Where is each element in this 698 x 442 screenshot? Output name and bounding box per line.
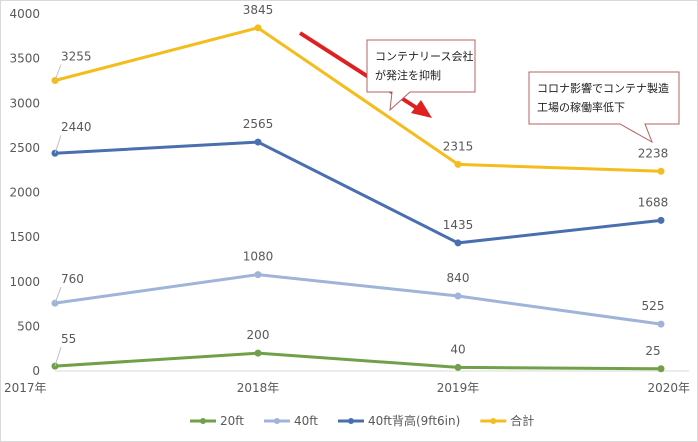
leader-line: [54, 64, 62, 81]
x-tick-label: 2020年: [647, 381, 690, 395]
series-line-合計: [54, 26, 662, 173]
leader-line: [54, 286, 62, 304]
legend-label: 40ft背高(9ft6in): [368, 413, 460, 428]
y-tick-label: 3500: [9, 52, 40, 66]
legend-marker: [200, 418, 206, 424]
legend-marker: [490, 418, 497, 424]
x-tick-label: 2018年: [237, 381, 280, 395]
y-tick-label: 0: [32, 364, 40, 378]
data-label: 3845: [243, 3, 274, 17]
data-label: 40: [450, 342, 465, 356]
leader-line: [54, 346, 62, 367]
callout-text: コロナ影響でコンテナ製造: [537, 81, 669, 95]
series-line-20ft: [54, 351, 662, 371]
legend-label: 40ft: [294, 414, 318, 428]
data-label: 55: [61, 332, 76, 346]
data-label: 2440: [61, 120, 92, 134]
legend-label: 合計: [510, 413, 534, 428]
data-label: 2238: [638, 146, 669, 160]
y-tick-label: 1500: [9, 230, 40, 244]
trend-arrowhead: [411, 100, 432, 118]
data-label: 2565: [243, 117, 274, 131]
series-line-40ft: [54, 273, 662, 326]
data-label: 525: [642, 299, 665, 313]
series-line-40ft背高(9ft6in): [54, 140, 662, 245]
data-point: [454, 239, 462, 247]
callout-box: [528, 71, 680, 144]
data-point: [254, 138, 262, 146]
callout-text: 工場の稼働率低下: [537, 100, 625, 114]
x-tick-label: 2019年: [437, 381, 480, 395]
data-label: 1688: [638, 195, 669, 209]
data-point: [254, 349, 262, 357]
data-point: [657, 167, 665, 175]
leader-line: [54, 135, 62, 154]
legend-marker: [348, 418, 354, 424]
data-label: 760: [61, 272, 84, 286]
callout-box: [366, 39, 476, 112]
y-tick-label: 500: [17, 319, 40, 333]
data-point: [657, 365, 665, 373]
data-point: [454, 292, 462, 300]
data-point: [254, 24, 262, 32]
y-tick-label: 4000: [9, 7, 40, 21]
data-label: 2315: [443, 139, 474, 153]
legend-marker: [274, 418, 280, 424]
callout-text: が発注を抑制: [375, 68, 441, 82]
data-label: 25: [645, 344, 660, 358]
data-label: 1080: [243, 250, 274, 264]
data-label: 1435: [443, 218, 474, 232]
data-point: [454, 160, 462, 168]
data-label: 840: [447, 271, 470, 285]
legend-label: 20ft: [220, 414, 244, 428]
callout-text: コンテナリース会社: [375, 49, 473, 63]
x-tick-label: 2017年: [4, 381, 47, 395]
y-tick-label: 2000: [9, 186, 40, 200]
y-tick-label: 2500: [9, 141, 40, 155]
y-tick-label: 1000: [9, 275, 40, 289]
data-label: 3255: [61, 49, 92, 63]
data-label: 200: [247, 328, 270, 342]
data-point: [657, 320, 665, 328]
y-tick-label: 3000: [9, 96, 40, 110]
data-point: [657, 216, 665, 224]
data-point: [254, 271, 262, 279]
data-point: [454, 363, 462, 371]
